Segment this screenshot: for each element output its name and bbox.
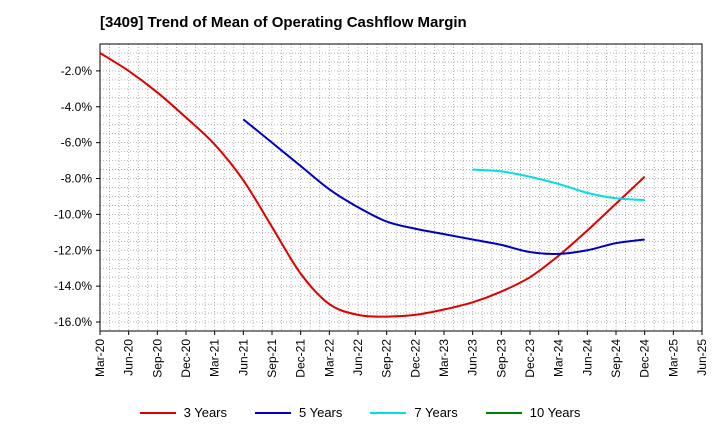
y-tick-label: -16.0% <box>54 315 92 329</box>
x-tick-label: Jun-23 <box>466 339 480 376</box>
y-tick-label: -6.0% <box>61 136 93 150</box>
x-tick-label: Sep-24 <box>609 339 623 378</box>
x-tick-label: Jun-21 <box>236 339 250 376</box>
legend-item-5-years: 5 Years <box>255 405 342 420</box>
x-tick-label: Dec-22 <box>408 339 422 378</box>
x-tick-label: Mar-22 <box>322 339 336 377</box>
legend-item-3-years: 3 Years <box>139 405 227 420</box>
legend-swatch-5-years <box>255 411 291 414</box>
series-line-5-years <box>242 118 645 255</box>
legend-item-7-years: 7 Years <box>370 405 458 420</box>
x-tick-label: Jun-20 <box>122 339 136 376</box>
legend-label-5-years: 5 Years <box>299 405 343 420</box>
y-tick-label: -14.0% <box>54 279 92 293</box>
y-tick-label: -12.0% <box>54 243 92 257</box>
x-tick-label: Sep-23 <box>494 339 508 378</box>
y-tick-label: -4.0% <box>61 100 93 114</box>
x-tick-label: Mar-24 <box>552 339 566 377</box>
x-tick-label: Sep-20 <box>150 339 164 378</box>
legend-label-3-years: 3 Years <box>183 405 227 420</box>
x-tick-label: Jun-24 <box>580 339 594 376</box>
y-tick-label: -2.0% <box>61 64 93 78</box>
x-tick-label: Dec-24 <box>638 339 652 378</box>
chart-title: [3409] Trend of Mean of Operating Cashfl… <box>100 14 467 31</box>
x-tick-label: Dec-20 <box>179 339 193 378</box>
y-tick-label: -10.0% <box>54 207 92 221</box>
x-tick-label: Dec-21 <box>294 339 308 378</box>
x-tick-label: Jun-22 <box>351 339 365 376</box>
legend-label-10-years: 10 Years <box>529 405 581 420</box>
series-line-3-years <box>99 52 646 318</box>
x-tick-label: Dec-23 <box>523 339 537 378</box>
legend-label-7-years: 7 Years <box>414 405 458 420</box>
plot-frame <box>99 43 703 332</box>
x-tick-label: Mar-25 <box>666 339 680 377</box>
series-line-7-years <box>472 168 645 202</box>
x-tick-label: Mar-21 <box>208 339 222 377</box>
y-tick-label: -8.0% <box>61 172 93 186</box>
x-tick-label: Jun-25 <box>695 339 709 376</box>
legend-item-10-years: 10 Years <box>485 405 581 420</box>
chart-legend: 3 Years 5 Years 7 Years 10 Years <box>0 405 720 420</box>
legend-swatch-7-years <box>370 411 407 414</box>
legend-swatch-10-years <box>485 411 522 414</box>
x-tick-label: Mar-20 <box>93 339 107 377</box>
x-tick-label: Mar-23 <box>437 339 451 377</box>
legend-swatch-3-years <box>139 411 176 414</box>
x-tick-label: Sep-21 <box>265 339 279 378</box>
x-tick-label: Sep-22 <box>380 339 394 378</box>
